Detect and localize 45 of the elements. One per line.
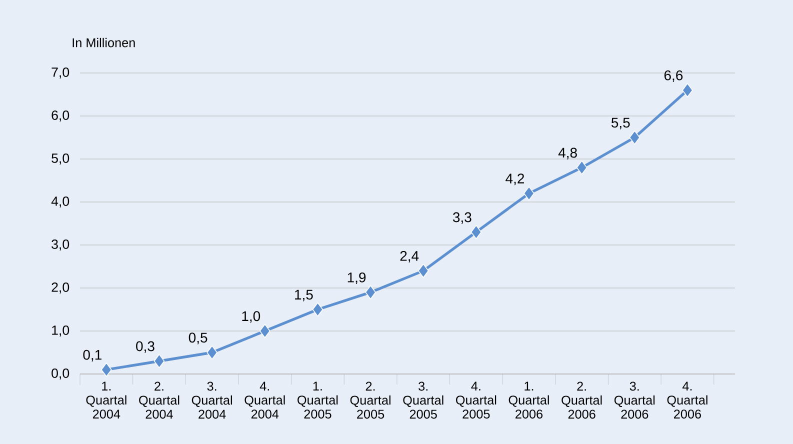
y-tick-label: 1,0 [52,326,70,337]
point [206,345,218,360]
x-tick-label: 4. Quartal 2004 [244,382,285,419]
x-tick-label: 2. Quartal 2004 [139,382,180,419]
y-tick-label: 0,0 [52,368,70,380]
y-tick-label: 2,0 [52,282,70,294]
y-tick-label: 5,0 [52,154,70,165]
data-label: 1,9 [348,272,366,284]
data-label: 0,5 [188,332,208,344]
data-label: 4,8 [558,148,577,160]
x-tick-label: 1. Quartal 2004 [86,382,126,419]
data-label: 5,5 [611,118,630,130]
x-tick-label: 2. Quartal 2005 [350,382,390,419]
data-label: 0,3 [136,341,154,353]
y-tick-label: 7,0 [52,68,70,79]
point [470,225,482,240]
data-label: 0,1 [83,350,102,362]
point [101,362,112,377]
point [259,324,270,338]
point [524,186,534,200]
point [365,285,376,300]
data-label: 3,3 [452,212,472,224]
point [312,302,324,317]
x-tick-label: 1. Quartal 2005 [298,382,338,419]
data-label: 1,0 [242,311,260,323]
x-tick-label: 2. Quartal 2006 [562,382,602,419]
data-label: 1,5 [295,290,313,302]
y-tick-label: 6,0 [52,110,70,122]
point [682,83,693,98]
point [576,160,588,175]
point [629,130,640,145]
x-tick-label: 4. Quartal 2005 [456,382,496,419]
point [154,354,165,368]
y-tick-label: 4,0 [51,196,70,208]
x-tick-label: 4. Quartal 2006 [667,382,708,419]
x-tick-label: 1. Quartal 2006 [508,382,549,419]
x-tick-label: 3. Quartal 2005 [403,382,444,419]
y-tick-label: 3,0 [52,240,70,251]
x-tick-label: 3. Quartal 2004 [192,382,232,419]
data-label: 6,6 [664,70,683,82]
data-label: 2,4 [400,250,419,263]
y-axis-title: In Millionen [72,38,135,48]
x-tick-label: 3. Quartal 2006 [614,382,655,419]
point [418,264,429,278]
data-label: 4,2 [506,174,524,186]
